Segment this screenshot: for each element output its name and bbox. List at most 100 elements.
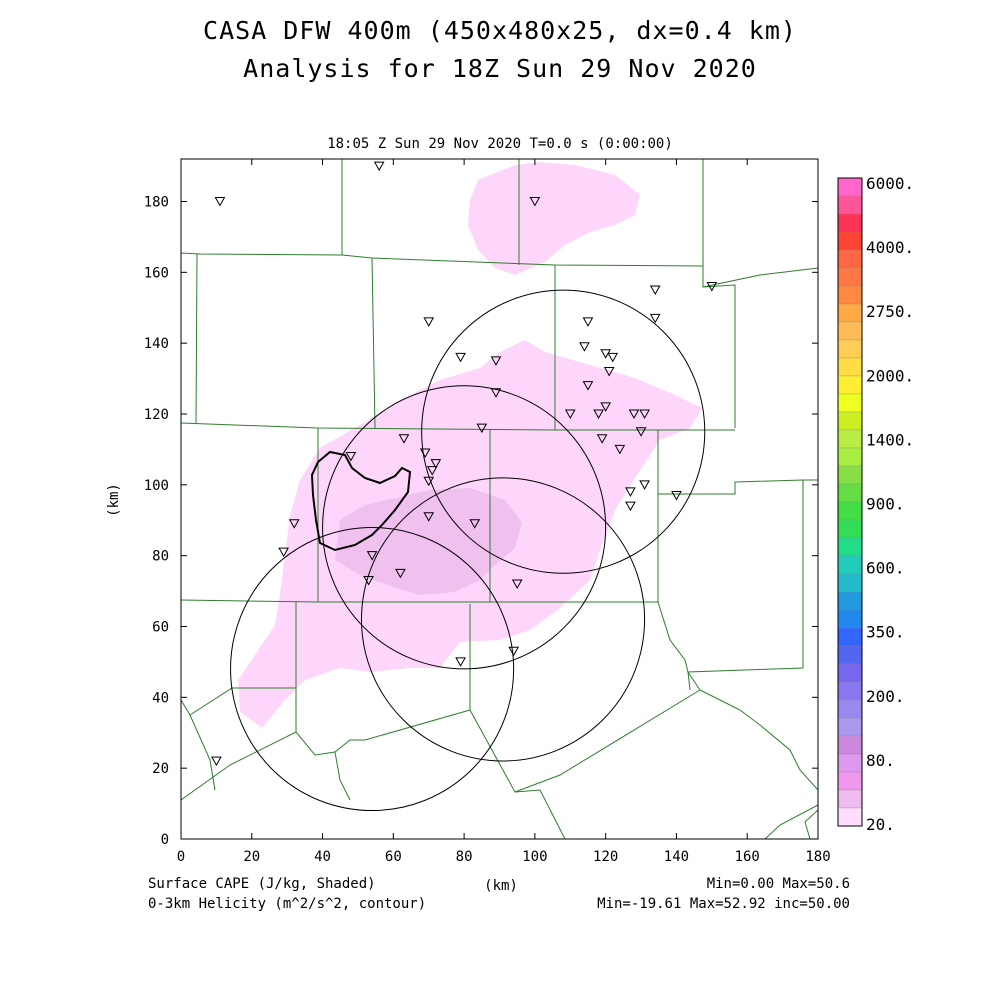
radar-range-ring xyxy=(421,289,706,574)
footer-contour-range: Min=-19.61 Max=52.92 inc=50.00 xyxy=(597,896,850,912)
legend-swatch xyxy=(837,411,863,431)
legend-swatch xyxy=(837,195,863,215)
legend-swatch xyxy=(837,303,863,323)
station-marker xyxy=(423,317,435,327)
station-marker xyxy=(345,452,357,462)
radar-rings xyxy=(230,289,706,812)
legend-swatch xyxy=(837,591,863,611)
station-marker xyxy=(639,409,650,420)
station-marker xyxy=(649,313,661,324)
valid-time-label: 18:05 Z Sun 29 Nov 2020 T=0.0 s (0:00:00… xyxy=(327,136,673,152)
legend-swatch xyxy=(837,339,863,359)
station-marker xyxy=(600,402,612,412)
legend-swatch xyxy=(837,231,863,251)
legend-swatch xyxy=(837,771,863,791)
y-tick-label: 40 xyxy=(152,690,169,706)
station-markers xyxy=(211,161,718,767)
station-marker xyxy=(600,349,612,359)
footer-contour-label: 0-3km Helicity (m^2/s^2, contour) xyxy=(148,896,427,912)
station-marker xyxy=(398,434,410,444)
legend-swatch xyxy=(837,699,863,719)
county-boundaries xyxy=(181,159,818,839)
x-tick-label: 40 xyxy=(314,849,331,865)
station-marker xyxy=(508,646,520,657)
helicity-contour xyxy=(310,450,412,552)
color-legend: 6000. 4000. 2750. 2000. 1400. 900. 600. 350. 200… xyxy=(837,174,914,834)
x-tick-label: 100 xyxy=(522,849,547,865)
legend-swatch xyxy=(837,807,863,827)
legend-label: 6000. xyxy=(866,174,914,193)
footer-field-label: Surface CAPE (J/kg, Shaded) xyxy=(148,876,376,892)
x-tick-label: 140 xyxy=(664,849,689,865)
x-tick-label: 0 xyxy=(177,849,185,865)
chart-title: CASA DFW 400m (450x480x25, dx=0.4 km) xyxy=(203,16,797,45)
station-marker xyxy=(395,568,406,579)
x-tick-label: 20 xyxy=(243,849,260,865)
station-marker xyxy=(211,756,222,767)
y-tick-label: 60 xyxy=(152,620,169,636)
legend-swatch xyxy=(837,735,863,755)
station-marker xyxy=(649,285,661,296)
station-marker xyxy=(469,519,481,529)
y-tick-label: 80 xyxy=(152,549,169,565)
y-axis: 0 20 40 60 80 100 120 140 160 180 xyxy=(144,195,818,848)
station-marker xyxy=(582,381,594,391)
station-marker xyxy=(423,476,435,487)
legend-swatch xyxy=(837,447,863,467)
station-marker xyxy=(582,317,594,327)
footer-field-range: Min=0.00 Max=50.6 xyxy=(706,876,850,892)
legend-frame xyxy=(837,177,863,827)
x-tick-label: 160 xyxy=(735,849,760,865)
legend-swatch xyxy=(837,717,863,737)
station-marker xyxy=(363,575,374,586)
station-marker xyxy=(423,512,435,522)
station-marker xyxy=(511,579,523,590)
legend-label: 2000. xyxy=(866,366,914,385)
x-tick-label: 120 xyxy=(593,849,618,865)
legend-swatch xyxy=(837,555,863,575)
legend-swatch xyxy=(837,321,863,341)
cape-region-core xyxy=(335,488,522,595)
legend-swatch xyxy=(837,789,863,809)
legend-swatch xyxy=(837,285,863,305)
x-axis-label: (km) xyxy=(484,878,518,894)
station-marker xyxy=(419,448,431,458)
legend-label: 900. xyxy=(866,495,905,514)
station-marker xyxy=(706,282,718,292)
cape-region-north xyxy=(468,162,640,275)
station-marker xyxy=(366,551,378,561)
station-marker xyxy=(579,342,590,352)
legend-swatch xyxy=(837,249,863,269)
legend-swatch xyxy=(837,753,863,773)
station-marker xyxy=(426,466,438,476)
station-marker xyxy=(625,501,636,512)
legend-swatch xyxy=(837,267,863,287)
station-marker xyxy=(278,547,289,558)
station-marker xyxy=(373,161,385,172)
y-tick-label: 120 xyxy=(144,407,169,423)
legend-swatch xyxy=(837,501,863,521)
legend-label: 4000. xyxy=(866,238,914,257)
legend-label: 1400. xyxy=(866,430,914,449)
station-marker xyxy=(628,409,640,420)
legend-label: 350. xyxy=(866,623,905,642)
x-tick-label: 80 xyxy=(456,849,473,865)
station-marker xyxy=(625,487,636,497)
radar-range-ring xyxy=(322,385,607,670)
x-axis: 0 20 40 60 80 100 120 140 160 180 xyxy=(177,159,831,865)
x-tick-label: 60 xyxy=(385,849,402,865)
station-marker xyxy=(490,356,502,366)
legend-swatch xyxy=(837,465,863,485)
x-tick-label: 180 xyxy=(805,849,830,865)
legend-swatch xyxy=(837,393,863,413)
legend-swatch xyxy=(837,357,863,377)
cape-shading xyxy=(181,159,818,839)
station-marker xyxy=(603,367,615,377)
station-marker xyxy=(455,657,466,667)
station-marker xyxy=(476,423,488,434)
plot-frame xyxy=(180,158,819,840)
y-tick-label: 100 xyxy=(144,478,169,494)
station-marker xyxy=(288,519,300,529)
station-marker xyxy=(671,490,682,501)
